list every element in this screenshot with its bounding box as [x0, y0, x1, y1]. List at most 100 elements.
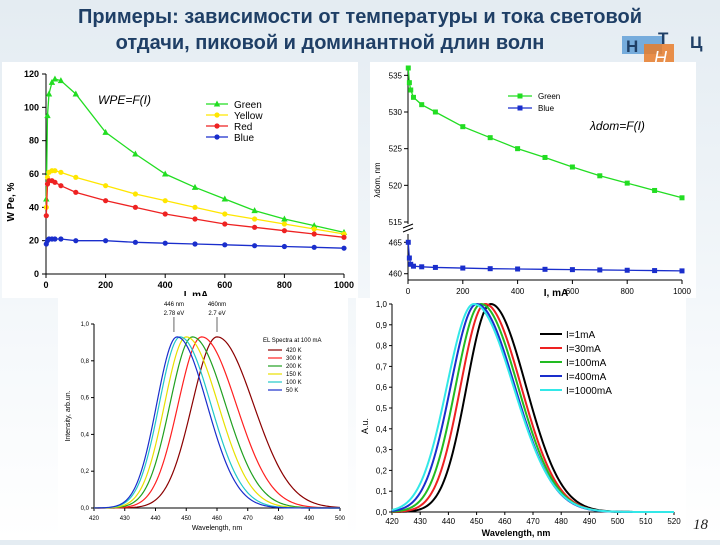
legend-label: Blue — [538, 104, 555, 113]
data-point — [57, 77, 65, 84]
data-point — [58, 236, 64, 242]
data-point — [410, 263, 416, 269]
legend-label: I=30mA — [566, 344, 601, 355]
axis-break-mark — [402, 227, 414, 233]
x-axis-label: I, mA — [544, 288, 568, 298]
chart-annotation: WPE=F(I) — [98, 93, 151, 107]
peak-label-ev: 2.7 eV — [208, 311, 225, 317]
x-tick-label: 440 — [150, 516, 161, 522]
data-point — [102, 128, 109, 135]
y-tick-label: 0,8 — [376, 342, 388, 351]
y-axis-label: W Pe, % — [6, 182, 17, 221]
data-point — [48, 78, 56, 85]
series-300k — [93, 336, 341, 509]
x-tick-label: 200 — [456, 287, 470, 296]
series-200k — [93, 336, 341, 509]
legend-marker — [214, 123, 220, 129]
y-tick-label: 525 — [389, 145, 403, 154]
y-tick-label: 520 — [389, 181, 403, 190]
data-point — [191, 183, 199, 190]
y-tick-label: 460 — [389, 270, 403, 279]
legend-label: 150 K — [286, 372, 302, 378]
data-point — [281, 228, 287, 234]
data-point — [52, 236, 58, 242]
data-point — [58, 183, 64, 189]
y-tick-label: 0,6 — [376, 383, 388, 392]
x-tick-label: 460 — [212, 516, 223, 522]
data-point — [432, 264, 438, 270]
data-point — [45, 90, 53, 97]
y-tick-label: 0,0 — [376, 508, 388, 517]
data-point — [515, 146, 521, 152]
y-tick-label: 0,1 — [376, 487, 388, 496]
x-tick-label: 430 — [414, 517, 428, 526]
y-tick-label: 465 — [389, 238, 403, 247]
peak-label-ev: 2.78 eV — [164, 311, 185, 317]
title-line-2: отдачи, пиковой и доминантной длин волн — [115, 32, 545, 54]
x-tick-label: 440 — [442, 517, 456, 526]
data-point — [222, 242, 228, 248]
data-point — [192, 241, 198, 247]
data-point — [487, 266, 493, 272]
y-tick-label: 0,3 — [376, 446, 388, 455]
y-tick-label: 0,2 — [81, 469, 90, 475]
x-axis-label: I, mA — [184, 290, 208, 298]
data-point — [679, 195, 685, 201]
y-tick-label: 0 — [34, 269, 39, 279]
chart-wpe: 0 200 400 600 800 1000 0 20 40 60 80 100 120 I, mA W P… — [6, 69, 354, 301]
x-tick-label: 430 — [120, 516, 131, 522]
logo-letter-2: Т — [658, 29, 669, 48]
data-point — [103, 238, 109, 244]
x-tick-label: 800 — [621, 287, 635, 296]
data-point — [162, 170, 169, 177]
x-tick-label: 480 — [273, 516, 284, 522]
data-point — [542, 266, 548, 272]
y-tick-label: 0,8 — [81, 359, 90, 365]
x-tick-label: 490 — [304, 516, 315, 522]
chart-spectra-temp-panel: 420 430 440 450 460 470 480 490 500 0,0 0,2 0,4 0,6 0… — [58, 296, 348, 536]
data-point — [162, 211, 168, 217]
series-420k — [93, 336, 341, 509]
legend-label: Green — [234, 100, 262, 111]
data-point — [132, 191, 138, 197]
legend-title: EL Spectra at 100 mA — [263, 338, 321, 344]
y-tick-label: 60 — [29, 169, 39, 179]
series-blue — [43, 236, 347, 251]
data-point — [222, 211, 228, 217]
x-axis-label: Wavelength, nm — [192, 525, 242, 532]
series-green — [43, 75, 348, 235]
data-point — [192, 216, 198, 222]
legend-label: 200 K — [286, 364, 302, 370]
y-tick-label: 0,9 — [376, 321, 388, 330]
y-tick-label: 0,2 — [376, 466, 388, 475]
data-point — [311, 244, 317, 250]
data-point — [73, 189, 79, 195]
data-point — [341, 234, 347, 240]
legend-marker — [214, 134, 220, 140]
series-i-1ma — [391, 302, 675, 513]
data-point — [103, 183, 109, 189]
data-point — [515, 266, 521, 272]
x-tick-label: 510 — [639, 517, 653, 526]
chart-ldom-panel: 0 200 400 600 800 1000 515 520 525 530 535 460 465 I,… — [370, 62, 696, 299]
data-point — [43, 213, 49, 219]
y-tick-label: 1,0 — [376, 300, 388, 309]
legend-label: Yellow — [234, 111, 263, 122]
chart-annotation: λdom=F(I) — [589, 119, 645, 133]
y-tick-label: 0,0 — [81, 506, 90, 512]
x-tick-label: 480 — [555, 517, 569, 526]
x-tick-label: 450 — [181, 516, 192, 522]
data-point — [103, 198, 109, 204]
data-point — [162, 198, 168, 204]
x-tick-label: 1000 — [673, 287, 691, 296]
data-point — [222, 221, 228, 227]
data-point — [569, 164, 575, 170]
data-point — [221, 195, 228, 202]
x-tick-label: 450 — [470, 517, 484, 526]
legend-label: 300 K — [286, 356, 302, 362]
legend-label: 50 K — [286, 388, 298, 394]
data-point — [542, 154, 548, 160]
data-point — [405, 239, 411, 245]
series-blue — [405, 239, 685, 274]
legend-label: Blue — [234, 133, 254, 144]
